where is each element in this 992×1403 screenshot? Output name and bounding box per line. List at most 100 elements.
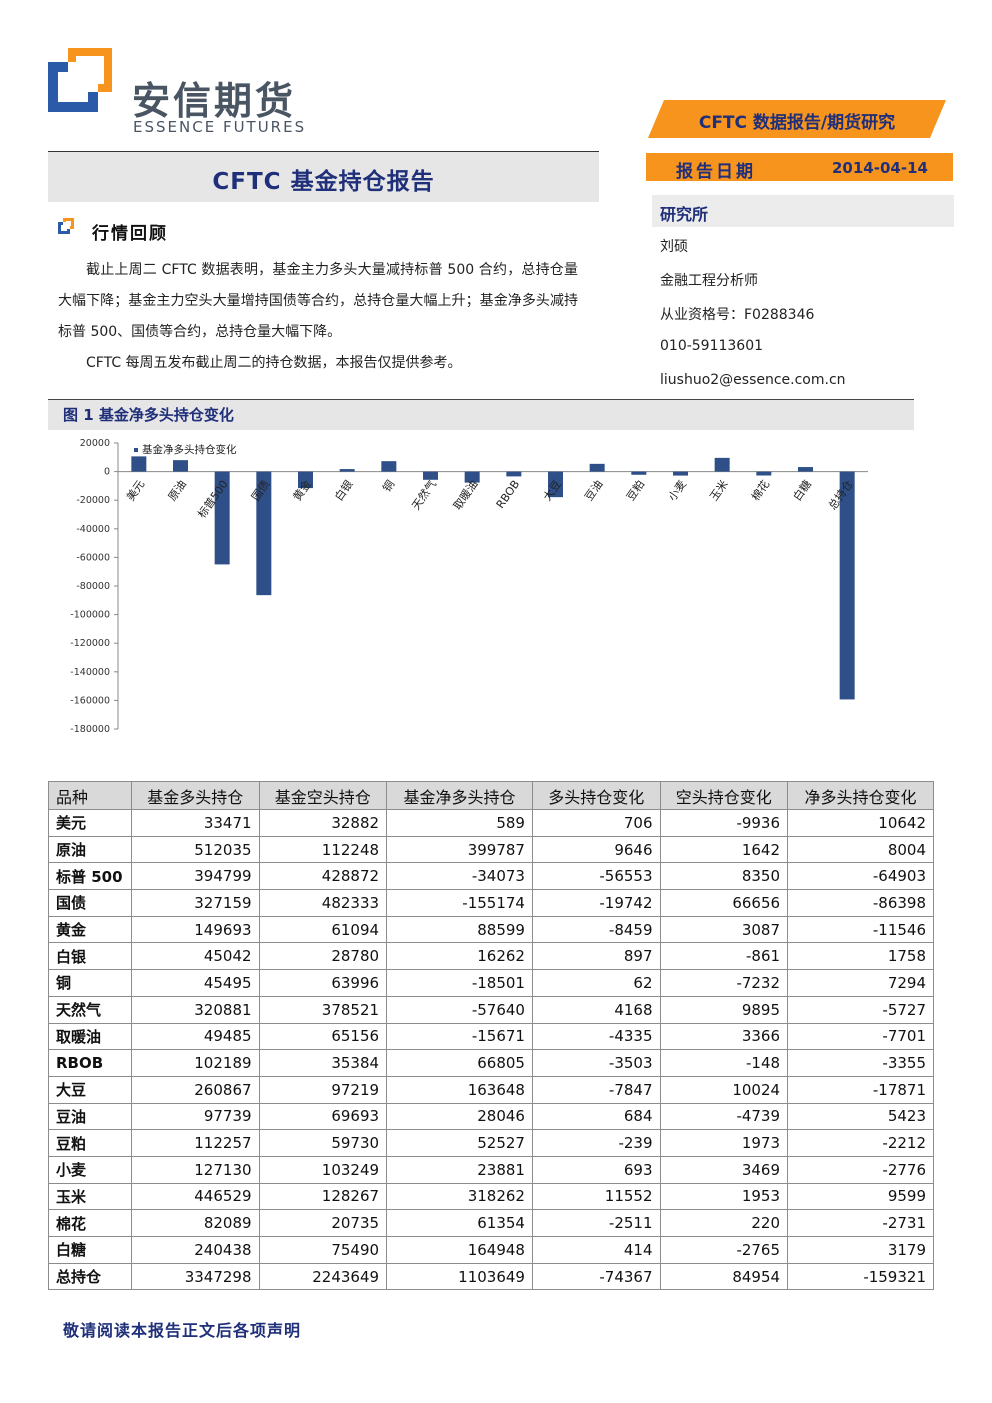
commodity-name-cell: 棉花 xyxy=(48,1209,132,1237)
table-row: 玉米 446529 128267 318262 11552 1953 9599 xyxy=(48,1182,934,1211)
table-header-cell: 基金空头持仓 xyxy=(258,781,388,810)
table-cell: 320881 xyxy=(131,995,260,1024)
table-cell: 1103649 xyxy=(386,1262,533,1291)
table-cell: -34073 xyxy=(386,862,533,891)
table-cell: -159321 xyxy=(787,1262,934,1291)
table-header-cell: 多头持仓变化 xyxy=(531,781,661,810)
table-row: 白银 45042 28780 16262 897 -861 1758 xyxy=(48,942,934,971)
table-cell: 61094 xyxy=(258,915,388,944)
table-cell: 163648 xyxy=(386,1075,533,1104)
table-cell: 1973 xyxy=(659,1129,789,1157)
logo-mark-icon xyxy=(48,48,112,112)
table-cell: 69693 xyxy=(258,1102,388,1131)
table-cell: 28780 xyxy=(258,942,388,971)
table-cell: 3366 xyxy=(659,1022,789,1051)
commodity-name-cell: 小麦 xyxy=(48,1155,132,1184)
chart-bar-11 xyxy=(589,463,605,472)
table-cell: 897 xyxy=(531,942,661,971)
table-cell: 318262 xyxy=(386,1182,533,1211)
chart-bar-17 xyxy=(839,471,855,700)
table-row: 棉花 82089 20735 61354 -2511 220 -2731 xyxy=(48,1209,934,1237)
table-cell: 9599 xyxy=(787,1182,934,1211)
table-header-cell: 基金净多头持仓 xyxy=(386,781,533,810)
table-row: 取暖油 49485 65156 -15671 -4335 3366 -7701 xyxy=(48,1022,934,1051)
email-address: liushuo2@essence.com.cn xyxy=(660,372,846,388)
table-cell: 65156 xyxy=(258,1022,388,1051)
chart-bar-7 xyxy=(423,471,438,480)
positions-table: 品种 基金多头持仓 基金空头持仓 基金净多头持仓 多头持仓变化 空头持仓变化 净多头持仓变化… xyxy=(48,781,934,1291)
table-cell: 11552 xyxy=(531,1182,661,1211)
table-cell: 103249 xyxy=(258,1155,388,1184)
table-cell: -7701 xyxy=(787,1022,934,1051)
chart-bar-16 xyxy=(798,467,813,472)
commodity-name-cell: 美元 xyxy=(48,809,132,837)
date-value: 2014-04-14 xyxy=(832,159,928,177)
table-cell: -155174 xyxy=(386,889,533,917)
chart-bar-1 xyxy=(173,460,188,472)
commodity-name-cell: 取暖油 xyxy=(48,1022,132,1051)
table-cell: 112248 xyxy=(258,835,388,864)
table-cell: 1953 xyxy=(659,1182,789,1211)
title-rule xyxy=(48,151,599,152)
table-row: 标普 500 394799 428872 -34073 -56553 8350 -64903 xyxy=(48,862,934,891)
table-cell: 428872 xyxy=(258,862,388,891)
x-tick-label: 白糖 xyxy=(790,477,814,503)
table-cell: -3355 xyxy=(787,1049,934,1077)
title-box xyxy=(48,152,599,202)
table-cell: 45042 xyxy=(131,942,260,971)
legend-swatch xyxy=(134,448,138,452)
x-tick-label: 豆粕 xyxy=(623,477,647,503)
table-cell: 3087 xyxy=(659,915,789,944)
table-cell: 102189 xyxy=(131,1049,260,1077)
table-row: 白糖 240438 75490 164948 414 -2765 3179 xyxy=(48,1236,934,1264)
table-cell: 3469 xyxy=(659,1155,789,1184)
disclaimer-footer: 敬请阅读本报告正文后各项声明 xyxy=(63,1321,302,1340)
table-cell: 5423 xyxy=(787,1102,934,1131)
table-cell: 63996 xyxy=(258,969,388,997)
table-cell: 35384 xyxy=(258,1049,388,1077)
date-label: 报告日期 xyxy=(676,162,756,182)
table-cell: 9895 xyxy=(659,995,789,1024)
table-cell: 482333 xyxy=(258,889,388,917)
chart-bar-15 xyxy=(756,471,772,476)
table-cell: 97739 xyxy=(131,1102,260,1131)
commodity-name-cell: 白银 xyxy=(48,942,132,971)
table-cell: 4168 xyxy=(531,995,661,1024)
y-tick-label: -100000 xyxy=(70,610,110,621)
table-cell: 706 xyxy=(531,809,661,837)
table-cell: 82089 xyxy=(131,1209,260,1237)
chart-bar-6 xyxy=(381,461,397,472)
table-row: 原油 512035 112248 399787 9646 1642 8004 xyxy=(48,835,934,864)
table-cell: -18501 xyxy=(386,969,533,997)
chart-bar-13 xyxy=(673,471,688,476)
x-tick-label: 玉米 xyxy=(707,478,730,503)
legend-label: 基金净多头持仓变化 xyxy=(142,443,237,456)
analyst-role: 金融工程分析师 xyxy=(660,273,758,289)
table-cell: -7232 xyxy=(659,969,789,997)
commodity-name-cell: 大豆 xyxy=(48,1075,132,1104)
table-row: 天然气 320881 378521 -57640 4168 9895 -5727 xyxy=(48,995,934,1024)
y-tick-label: -140000 xyxy=(70,667,110,678)
table-cell: -861 xyxy=(659,942,789,971)
report-title: CFTC 基金持仓报告 xyxy=(212,169,435,195)
analyst-name: 刘硕 xyxy=(660,239,688,255)
table-cell: -2511 xyxy=(531,1209,661,1237)
table-cell: 88599 xyxy=(386,915,533,944)
table-row: 大豆 260867 97219 163648 -7847 10024 -17871 xyxy=(48,1075,934,1104)
table-cell: 260867 xyxy=(131,1075,260,1104)
x-tick-label: 豆油 xyxy=(582,477,606,503)
table-cell: 45495 xyxy=(131,969,260,997)
table-cell: -19742 xyxy=(531,889,661,917)
table-cell: -86398 xyxy=(787,889,934,917)
table-cell: 378521 xyxy=(258,995,388,1024)
commodity-name-cell: 天然气 xyxy=(48,995,132,1024)
x-tick-label: 天然气 xyxy=(409,477,439,512)
table-cell: -148 xyxy=(659,1049,789,1077)
commodity-name-cell: 原油 xyxy=(48,835,132,864)
report-type-banner xyxy=(648,100,946,138)
net-long-change-chart: 20000 0 -20000 -40000 -60000 -80000 -100000 -12… xyxy=(70,438,868,735)
table-cell: 128267 xyxy=(258,1182,388,1211)
table-header-cell: 净多头持仓变化 xyxy=(787,781,934,810)
y-tick-label: -80000 xyxy=(76,581,110,592)
table-cell: 693 xyxy=(531,1155,661,1184)
